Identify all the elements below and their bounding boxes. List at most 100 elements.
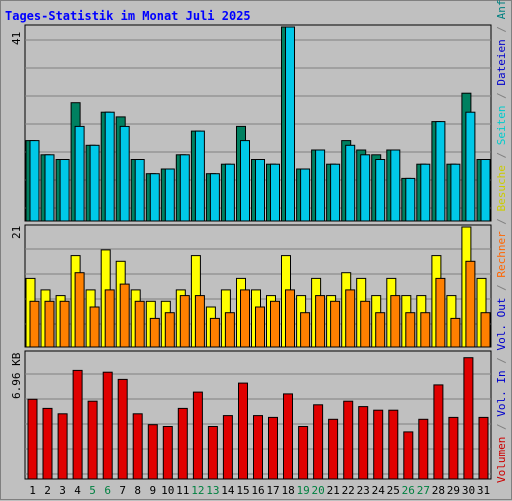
bar-rechner-day-8 bbox=[134, 300, 145, 348]
bar-rechner-day-10 bbox=[164, 312, 175, 348]
x-tick-label: 10 bbox=[161, 484, 174, 497]
x-tick-label: 14 bbox=[221, 484, 235, 497]
bar-rechner-day-17 bbox=[270, 300, 280, 348]
bar-dateien-day-30 bbox=[465, 111, 476, 222]
x-tick-label: 23 bbox=[357, 484, 370, 497]
bar-volumen-day-11 bbox=[177, 407, 188, 480]
bar-rechner-day-28 bbox=[435, 277, 446, 348]
bar-dateien-day-5 bbox=[89, 144, 100, 222]
bar-dateien-day-21 bbox=[330, 163, 341, 222]
bar-volumen-day-19 bbox=[298, 426, 309, 480]
bar-dateien-day-4 bbox=[74, 125, 85, 222]
bar-dateien-day-25 bbox=[390, 149, 401, 222]
x-tick-label: 8 bbox=[134, 484, 141, 497]
x-tick-label: 13 bbox=[206, 484, 219, 497]
bar-dateien-day-13 bbox=[209, 173, 220, 222]
bar-rechner-day-14 bbox=[224, 312, 235, 348]
bar-volumen-day-2 bbox=[42, 407, 53, 480]
bar-dateien-day-8 bbox=[134, 159, 145, 222]
x-tick-label: 20 bbox=[311, 484, 324, 497]
bar-rechner-day-22 bbox=[345, 289, 356, 348]
x-tick-label: 16 bbox=[251, 484, 264, 497]
bar-dateien-day-2 bbox=[44, 154, 55, 222]
chart-title: Tages-Statistik im Monat Juli 2025 bbox=[5, 9, 251, 23]
bar-volumen-day-24 bbox=[373, 409, 384, 480]
bar-rechner-day-13 bbox=[209, 317, 220, 348]
bar-rechner-day-3 bbox=[59, 300, 70, 348]
x-tick-label: 7 bbox=[119, 484, 126, 497]
bar-volumen-day-10 bbox=[162, 426, 173, 480]
bar-volumen-day-16 bbox=[253, 415, 263, 480]
x-tick-label: 15 bbox=[236, 484, 249, 497]
bar-dateien-day-11 bbox=[179, 154, 190, 222]
x-tick-label: 31 bbox=[477, 484, 490, 497]
bar-dateien-day-9 bbox=[149, 173, 160, 222]
x-tick-label: 11 bbox=[176, 484, 189, 497]
bar-dateien-day-23 bbox=[360, 154, 371, 222]
bar-dateien-day-16 bbox=[255, 159, 265, 222]
bar-dateien-day-24 bbox=[375, 159, 386, 222]
bar-dateien-day-14 bbox=[224, 163, 235, 222]
x-tick-label: 3 bbox=[59, 484, 66, 497]
bar-volumen-day-12 bbox=[192, 391, 203, 480]
bar-dateien-day-7 bbox=[119, 125, 130, 222]
bar-volumen-day-29 bbox=[448, 416, 459, 480]
bar-volumen-day-5 bbox=[87, 400, 98, 480]
x-tick-label: 5 bbox=[89, 484, 96, 497]
bar-dateien-day-22 bbox=[345, 144, 356, 222]
bar-volumen-day-15 bbox=[238, 382, 248, 480]
bar-dateien-day-31 bbox=[480, 159, 491, 222]
x-tick-label: 22 bbox=[342, 484, 355, 497]
bar-rechner-day-19 bbox=[300, 312, 311, 348]
bar-volumen-day-7 bbox=[117, 378, 128, 480]
x-tick-label: 9 bbox=[149, 484, 156, 497]
bar-rechner-day-2 bbox=[44, 300, 55, 348]
bar-rechner-day-20 bbox=[315, 295, 326, 348]
bar-volumen-day-31 bbox=[478, 416, 489, 480]
bar-dateien-day-17 bbox=[270, 163, 280, 222]
bar-rechner-day-9 bbox=[149, 317, 160, 348]
bar-rechner-day-24 bbox=[375, 312, 386, 348]
bar-rechner-day-29 bbox=[450, 317, 461, 348]
bar-rechner-day-18 bbox=[285, 289, 295, 348]
x-tick-label: 4 bbox=[74, 484, 81, 497]
bar-dateien-day-18 bbox=[285, 26, 295, 222]
x-tick-label: 1 bbox=[29, 484, 36, 497]
bar-volumen-day-28 bbox=[433, 384, 444, 480]
bar-volumen-day-4 bbox=[72, 369, 83, 480]
bar-dateien-day-12 bbox=[194, 130, 205, 222]
bar-volumen-day-18 bbox=[283, 393, 293, 480]
bar-volumen-day-27 bbox=[418, 418, 429, 480]
bar-rechner-day-23 bbox=[360, 300, 371, 348]
bar-volumen-day-9 bbox=[147, 424, 158, 480]
x-tick-label: 6 bbox=[104, 484, 111, 497]
x-tick-label: 25 bbox=[387, 484, 400, 497]
bar-volumen-day-6 bbox=[102, 371, 113, 480]
bar-dateien-day-10 bbox=[164, 168, 175, 222]
bar-volumen-day-20 bbox=[313, 404, 324, 480]
bar-rechner-day-21 bbox=[330, 300, 341, 348]
bar-rechner-day-11 bbox=[179, 295, 190, 348]
bar-dateien-day-28 bbox=[435, 121, 446, 222]
bar-dateien-day-15 bbox=[240, 140, 250, 222]
bar-volumen-day-26 bbox=[403, 431, 414, 480]
x-tick-label: 2 bbox=[44, 484, 51, 497]
x-tick-label: 17 bbox=[266, 484, 279, 497]
x-tick-label: 19 bbox=[296, 484, 309, 497]
bar-dateien-day-29 bbox=[450, 163, 461, 222]
bar-dateien-day-6 bbox=[104, 111, 115, 222]
bar-dateien-day-1 bbox=[29, 140, 40, 222]
bar-volumen-day-1 bbox=[27, 398, 38, 480]
x-tick-label: 28 bbox=[432, 484, 445, 497]
x-tick-label: 21 bbox=[327, 484, 340, 497]
bar-volumen-day-13 bbox=[207, 426, 218, 480]
bar-rechner-day-27 bbox=[420, 312, 431, 348]
x-tick-label: 18 bbox=[281, 484, 294, 497]
x-tick-label: 30 bbox=[462, 484, 475, 497]
bar-rechner-day-12 bbox=[194, 295, 205, 348]
x-tick-label: 27 bbox=[417, 484, 430, 497]
bar-volumen-day-23 bbox=[358, 406, 369, 480]
bar-volumen-day-22 bbox=[343, 400, 354, 480]
